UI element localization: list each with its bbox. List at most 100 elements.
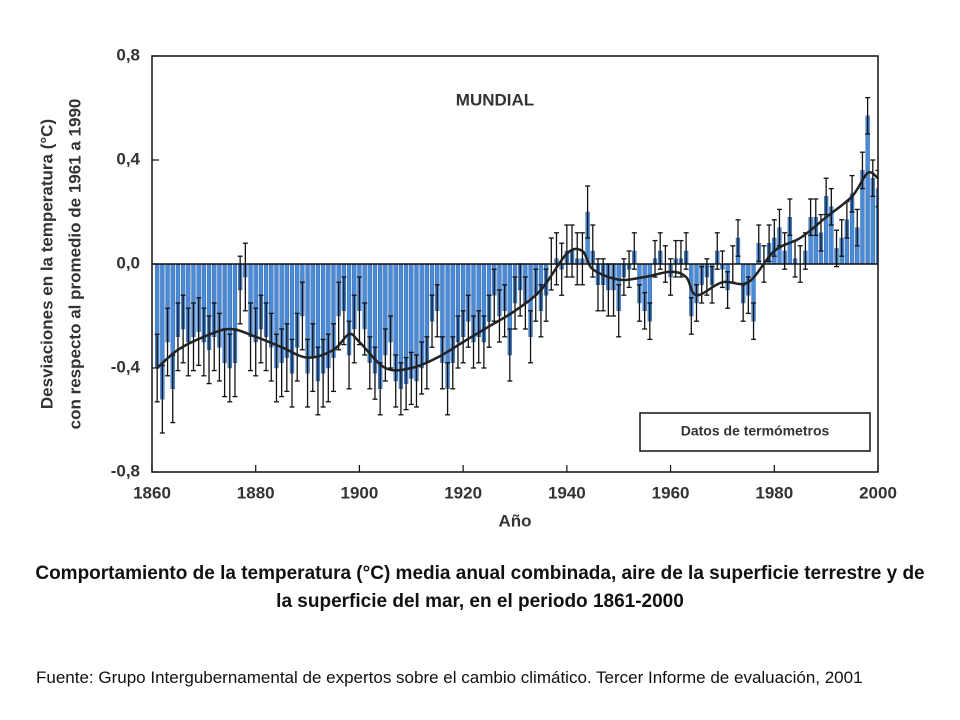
error-bar	[289, 338, 295, 408]
error-bar	[626, 250, 632, 289]
error-bar	[699, 265, 705, 304]
chart-title: MUNDIAL	[456, 90, 534, 109]
y-axis-label: con respecto al promedio de 1961 a 1990	[65, 99, 84, 430]
error-bar	[268, 312, 274, 382]
error-bar	[403, 356, 409, 411]
error-bar	[294, 312, 300, 382]
source: Fuente: Grupo Intergubernamental de expe…	[36, 668, 863, 687]
error-bar	[870, 159, 876, 198]
error-bar	[849, 174, 855, 213]
error-bar	[180, 294, 186, 364]
error-bar	[413, 354, 419, 408]
error-bar	[248, 302, 254, 372]
error-bar	[694, 284, 699, 322]
x-tick-label: 1900	[341, 483, 379, 502]
error-bar	[476, 310, 482, 364]
error-bar	[595, 258, 601, 312]
smooth-line	[156, 171, 878, 372]
error-bar	[242, 242, 248, 312]
error-bar	[382, 328, 388, 382]
error-bar	[196, 297, 202, 367]
x-tick-label: 1940	[548, 483, 586, 502]
y-tick-label: 0,8	[116, 45, 140, 64]
error-bar	[372, 346, 378, 400]
error-bar	[585, 185, 591, 239]
error-bar	[315, 346, 321, 416]
error-bar	[502, 284, 508, 338]
plot-area	[152, 96, 878, 434]
error-bar	[704, 258, 710, 296]
error-bar	[388, 315, 394, 369]
error-bar	[621, 258, 627, 296]
bar	[865, 115, 870, 265]
error-bar	[175, 302, 181, 372]
error-bar	[751, 302, 757, 341]
legend-label: Datos de termómetros	[681, 423, 830, 439]
error-bar	[346, 320, 352, 390]
y-axis-label: Desviaciones en la temperatura (°C)	[37, 119, 56, 409]
error-bar	[351, 294, 357, 364]
error-bar	[574, 232, 580, 286]
bar	[875, 188, 878, 265]
error-bar	[253, 307, 259, 377]
error-bar	[481, 315, 487, 369]
error-bar	[408, 351, 414, 406]
error-bar	[258, 294, 264, 364]
error-bar	[875, 169, 878, 208]
error-bar	[341, 276, 347, 346]
x-tick-label: 1920	[444, 483, 482, 502]
legend-box	[639, 412, 871, 452]
error-bar	[206, 315, 212, 385]
error-bar	[325, 333, 331, 403]
error-bar	[652, 239, 658, 278]
error-bar	[834, 229, 840, 268]
error-bar	[227, 333, 233, 403]
error-bar	[165, 307, 171, 377]
error-bar	[211, 302, 217, 372]
y-tick-label: 0,4	[116, 149, 140, 168]
caption: Comportamiento de la temperatura (°C) me…	[35, 563, 925, 612]
error-bar	[636, 284, 642, 322]
error-bar	[305, 338, 311, 408]
error-bar	[688, 297, 694, 335]
chart: MUNDIAL Datos de termómetros Año Desviac…	[37, 45, 897, 530]
error-bar	[367, 336, 373, 390]
error-bar	[393, 354, 399, 408]
y-tick-label: -0,4	[111, 357, 141, 376]
error-bar	[336, 281, 342, 351]
error-bar	[455, 315, 461, 369]
error-bar	[486, 294, 492, 348]
error-bar	[460, 310, 466, 364]
x-tick-label: 1980	[755, 483, 793, 502]
error-bar	[320, 338, 326, 408]
error-bar	[828, 187, 834, 226]
error-bar	[331, 323, 336, 393]
error-bar	[678, 239, 684, 278]
error-bar	[553, 232, 559, 286]
error-bar	[631, 232, 637, 270]
error-bar	[579, 232, 585, 286]
x-tick-label: 2000	[859, 483, 897, 502]
error-bar	[673, 239, 679, 278]
y-tick-label: 0,0	[116, 253, 140, 272]
error-bar	[185, 307, 191, 377]
error-bar	[263, 302, 269, 372]
error-bar	[538, 284, 544, 338]
error-bar	[279, 328, 285, 398]
x-axis-label: Año	[498, 511, 531, 530]
error-bar	[284, 323, 290, 393]
error-bar	[657, 232, 663, 270]
error-bar	[471, 315, 477, 369]
error-bar	[756, 224, 762, 263]
error-bar	[735, 219, 741, 257]
error-bar	[725, 271, 731, 309]
error-bar	[714, 232, 720, 270]
error-bar	[564, 224, 570, 278]
x-tick-label: 1880	[237, 483, 275, 502]
error-bar	[865, 96, 871, 135]
error-bar	[600, 258, 606, 312]
error-bar	[642, 291, 648, 330]
error-bar	[439, 336, 445, 390]
error-bar	[543, 268, 549, 322]
